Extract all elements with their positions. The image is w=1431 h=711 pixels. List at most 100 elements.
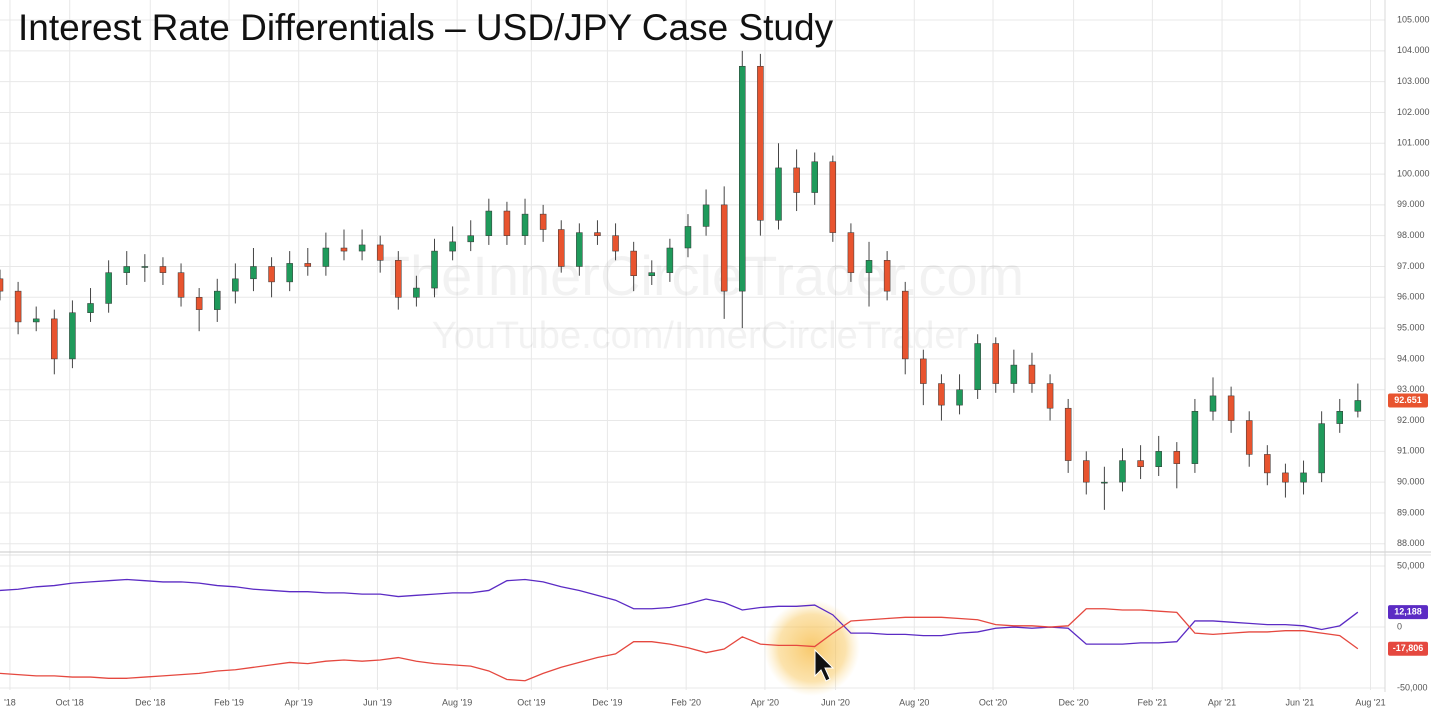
last-price-label: 92.651 — [1394, 395, 1422, 405]
candle-body — [195, 297, 203, 310]
candle-body — [1137, 460, 1144, 467]
candle-body — [1010, 364, 1018, 384]
candle-body — [883, 260, 891, 292]
candle-body — [214, 290, 221, 310]
candle-body — [1101, 481, 1108, 484]
candle-body — [503, 210, 511, 236]
x-tick-label: Feb '20 — [671, 697, 701, 707]
plot-area — [0, 50, 1362, 682]
y-tick-label: 92.000 — [1397, 415, 1425, 425]
candle-body — [87, 303, 94, 313]
candle-body — [576, 232, 583, 267]
x-tick-label: Apr '20 — [751, 697, 779, 707]
x-tick-label: Dec '20 — [1058, 697, 1088, 707]
candle-body — [793, 167, 800, 193]
x-tick-label: Oct '19 — [517, 697, 545, 707]
x-tick-label: Aug '19 — [442, 697, 472, 707]
y-tick-label: 104.000 — [1397, 45, 1430, 55]
candle-body — [720, 204, 728, 292]
indicator-line — [0, 578, 1359, 645]
candle-body — [340, 247, 348, 252]
candle-body — [123, 266, 130, 273]
y2-tick-label: 50,000 — [1397, 560, 1425, 570]
candle-body — [232, 278, 239, 292]
last-value-label: -17,806 — [1393, 643, 1424, 653]
candle-body — [105, 272, 112, 304]
candle-body — [14, 290, 22, 323]
watermark: YouTube.com/InnerCircleTrader — [432, 315, 969, 357]
candle-body — [413, 287, 420, 298]
y-tick-label: 98.000 — [1397, 230, 1425, 240]
candle-body — [449, 241, 456, 252]
x-tick-label: Feb '21 — [1137, 697, 1167, 707]
x-tick-label: Aug '21 — [1355, 697, 1385, 707]
y-tick-label: 93.000 — [1397, 384, 1425, 394]
candle-body — [1191, 411, 1199, 464]
candle-body — [757, 65, 764, 221]
x-tick-label: '18 — [4, 697, 16, 707]
candle-body — [395, 260, 402, 298]
candle-body — [739, 65, 746, 292]
x-tick-label: Oct '18 — [56, 697, 84, 707]
candle-body — [1173, 451, 1181, 464]
x-tick-label: Aug '20 — [899, 697, 929, 707]
candle-body — [594, 232, 601, 236]
candle-body — [938, 383, 945, 406]
candle-body — [358, 244, 366, 252]
mouse-cursor — [814, 648, 835, 682]
candle-body — [956, 389, 963, 406]
candle-body — [666, 247, 674, 273]
y-tick-label: 95.000 — [1397, 322, 1425, 332]
x-tick-label: Jun '21 — [1286, 697, 1315, 707]
x-tick-label: Apr '19 — [285, 697, 313, 707]
candle-body — [304, 263, 312, 267]
y-tick-label: 99.000 — [1397, 199, 1425, 209]
y2-tick-label: -50,000 — [1397, 682, 1428, 692]
candle-body — [467, 235, 474, 243]
candle-body — [1245, 420, 1253, 455]
candle-body — [485, 210, 493, 236]
candle-body — [1282, 472, 1289, 483]
candle-body — [612, 235, 619, 252]
candle-body — [648, 272, 656, 276]
candle-body — [1083, 460, 1090, 483]
candle-body — [1318, 423, 1325, 474]
candle-body — [1046, 383, 1054, 409]
candle-body — [974, 343, 981, 390]
candle-body — [159, 266, 167, 273]
candle-body — [1028, 364, 1036, 384]
x-tick-label: Dec '18 — [135, 697, 165, 707]
last-value-badge — [1388, 641, 1428, 656]
candle-body — [829, 161, 837, 233]
candle-body — [684, 226, 692, 249]
candle-body — [1227, 395, 1235, 421]
y-tick-label: 94.000 — [1397, 353, 1425, 363]
indicator-line — [0, 608, 1359, 682]
candle-body — [920, 358, 927, 384]
chart-title: Interest Rate Differentials – USD/JPY Ca… — [18, 7, 834, 48]
candle-body — [1336, 411, 1343, 424]
candle-body — [775, 167, 782, 221]
y2-tick-label: 0 — [1397, 621, 1402, 631]
y-tick-label: 90.000 — [1397, 477, 1425, 487]
y-tick-label: 103.000 — [1397, 76, 1430, 86]
x-tick-label: Oct '20 — [979, 697, 1007, 707]
y-tick-label: 91.000 — [1397, 446, 1425, 456]
candle-body — [557, 229, 565, 267]
y-tick-label: 100.000 — [1397, 168, 1430, 178]
y-tick-label: 89.000 — [1397, 507, 1425, 517]
candle-body — [322, 247, 330, 267]
last-value-label: 12,188 — [1394, 607, 1422, 617]
candle-body — [376, 244, 384, 261]
candle-body — [1209, 395, 1217, 412]
x-tick-label: Dec '19 — [592, 697, 622, 707]
y-tick-label: 102.000 — [1397, 107, 1430, 117]
cursor-highlight — [764, 600, 860, 696]
candle-body — [992, 343, 1000, 384]
candle-body — [847, 232, 855, 273]
candle-body — [268, 266, 275, 283]
candle-body — [286, 263, 293, 283]
x-tick-label: Feb '19 — [214, 697, 244, 707]
